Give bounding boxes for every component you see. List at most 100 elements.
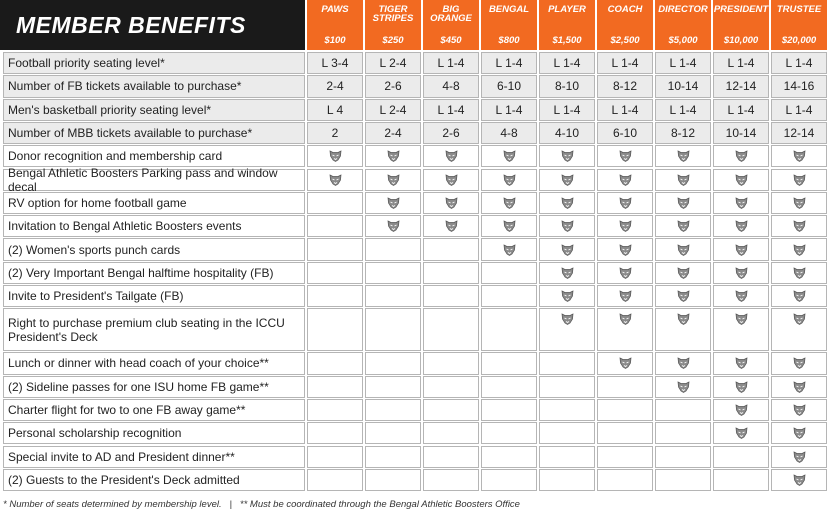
tier-name: DIRECTOR [658,4,708,15]
benefit-cell: L 2-4 [365,98,421,121]
benefit-icon [735,357,747,370]
benefit-cell: L 1-4 [655,98,711,121]
benefit-icon [329,150,341,163]
benefit-cell: L 1-4 [771,52,827,75]
cell-text: L 1-4 [553,102,581,117]
benefit-cell [423,352,479,375]
benefit-icon [735,381,747,393]
benefit-icon [677,243,689,256]
benefit-icon [793,197,805,209]
cell-text: L 1-4 [669,102,697,117]
benefit-cell [771,145,827,168]
benefit-cell [539,375,595,398]
benefit-cell [423,308,479,352]
tier-header: TRUSTEE $20,000 [771,0,827,50]
benefit-icon [561,267,573,279]
cell-text: 6-10 [612,126,638,141]
benefit-icon [561,243,573,256]
benefit-cell [307,215,363,238]
cell-text: 2 [331,126,339,141]
footnote: * Number of seats determined by membersh… [3,499,520,510]
benefit-icon [561,174,573,186]
cell-text: 8-12 [612,79,638,94]
benefit-cell [713,238,769,261]
benefit-label: Football priority seating level* [3,52,305,75]
benefit-cell [771,445,827,468]
tier-header: BIG ORANGE $450 [423,0,479,50]
benefit-cell [771,352,827,375]
benefit-cell [713,308,769,352]
benefit-cell [481,352,537,375]
tier-name: BENGAL [488,4,530,15]
benefit-cell [539,468,595,492]
benefit-cell [655,285,711,308]
benefit-icon [793,174,805,186]
benefit-icon [619,290,631,303]
benefit-cell [597,445,653,468]
cell-text: 10-14 [725,126,757,141]
cell-text: L 3-4 [321,56,349,71]
benefit-cell [655,352,711,375]
tier-name: PAWS [321,4,349,15]
benefit-icon [619,357,631,370]
benefit-cell [655,261,711,284]
benefit-cell [365,168,421,191]
benefit-cell [713,375,769,398]
benefit-cell [771,215,827,238]
benefit-icon [619,220,631,233]
benefit-icon [503,220,515,233]
cell-text: 12-14 [783,126,815,141]
benefit-cell [539,422,595,445]
benefit-icon [793,427,805,440]
benefit-icon [677,290,689,303]
benefit-icon [561,313,573,326]
tier-price: $250 [382,35,404,46]
benefit-icon [735,150,747,163]
tier-name: BIG ORANGE [430,4,472,24]
benefit-cell [597,261,653,284]
tier-name: COACH [607,4,643,15]
benefit-cell [713,168,769,191]
benefit-icon [735,404,747,416]
benefit-cell [655,468,711,492]
tier-name: TIGER STRIPES [372,4,414,24]
benefit-cell [655,191,711,215]
cell-text: 2-4 [384,126,402,141]
benefit-cell [713,145,769,168]
benefit-cell [307,168,363,191]
cell-text: L 1-4 [785,102,813,117]
benefit-cell [713,468,769,492]
benefit-icon [793,150,805,163]
benefit-cell [423,168,479,191]
benefit-icon [735,290,747,303]
benefit-cell: L 3-4 [307,52,363,75]
benefit-cell: 10-14 [713,121,769,145]
benefit-cell [539,261,595,284]
cell-text: 8-12 [670,126,696,141]
cell-text: L 1-4 [669,56,697,71]
benefit-cell [365,191,421,215]
benefit-cell: 8-10 [539,75,595,98]
benefit-icon [677,174,689,186]
benefit-cell [539,398,595,422]
benefit-icon [793,290,805,303]
benefit-cell: 2-4 [307,75,363,98]
benefit-cell [365,375,421,398]
benefit-cell [713,285,769,308]
benefit-icon [793,451,805,463]
benefit-cell: L 1-4 [539,98,595,121]
benefit-icon [503,150,515,163]
benefit-icon [793,404,805,416]
cell-text: L 2-4 [379,56,407,71]
benefit-cell: 12-14 [713,75,769,98]
benefit-cell: 4-10 [539,121,595,145]
benefit-cell: 12-14 [771,121,827,145]
tier-header: PLAYER $1,500 [539,0,595,50]
benefit-label: Invite to President's Tailgate (FB) [3,285,305,308]
benefit-label: (2) Guests to the President's Deck admit… [3,468,305,492]
benefit-cell [365,445,421,468]
benefit-cell [539,191,595,215]
benefit-icon [619,243,631,256]
benefit-icon [387,220,399,233]
benefit-label: Lunch or dinner with head coach of your … [3,352,305,375]
